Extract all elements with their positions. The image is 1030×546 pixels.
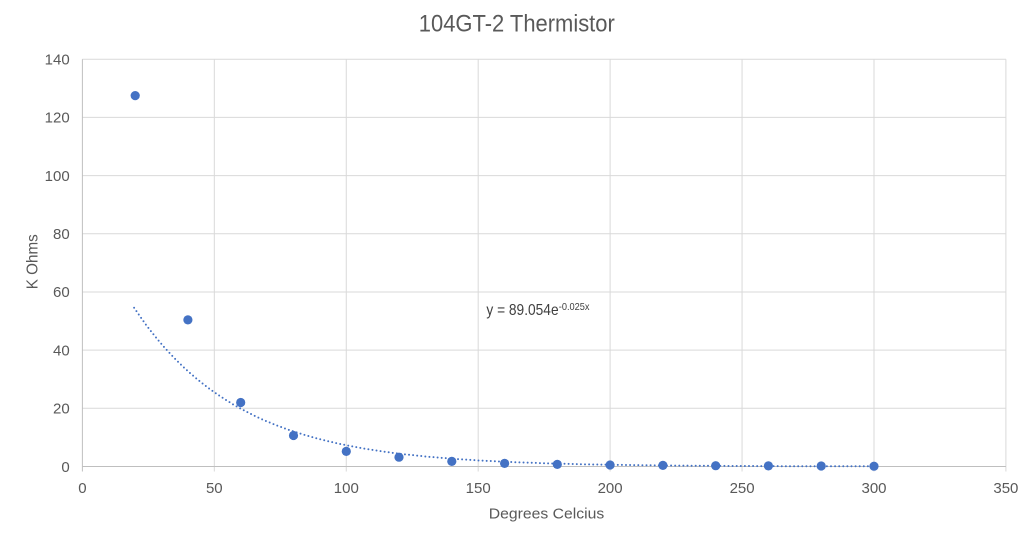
svg-text:120: 120 bbox=[45, 110, 70, 127]
svg-text:80: 80 bbox=[53, 226, 70, 243]
svg-text:350: 350 bbox=[993, 480, 1018, 497]
svg-text:-0.025x: -0.025x bbox=[559, 301, 590, 313]
svg-text:0: 0 bbox=[78, 480, 86, 497]
svg-text:250: 250 bbox=[730, 480, 755, 497]
svg-text:100: 100 bbox=[45, 168, 70, 185]
svg-text:Degrees Celcius: Degrees Celcius bbox=[489, 506, 604, 523]
svg-text:20: 20 bbox=[53, 401, 70, 418]
svg-text:K Ohms: K Ohms bbox=[25, 234, 42, 289]
svg-text:140: 140 bbox=[45, 52, 70, 69]
svg-text:150: 150 bbox=[466, 480, 491, 497]
svg-text:300: 300 bbox=[861, 480, 886, 497]
svg-text:50: 50 bbox=[206, 480, 223, 497]
svg-text:104GT-2 Thermistor: 104GT-2 Thermistor bbox=[419, 11, 615, 38]
svg-text:y = 89.054e: y = 89.054e bbox=[486, 302, 558, 319]
svg-text:0: 0 bbox=[61, 459, 69, 476]
svg-text:200: 200 bbox=[598, 480, 623, 497]
svg-text:40: 40 bbox=[53, 342, 70, 359]
svg-text:100: 100 bbox=[334, 480, 359, 497]
svg-text:60: 60 bbox=[53, 284, 70, 301]
